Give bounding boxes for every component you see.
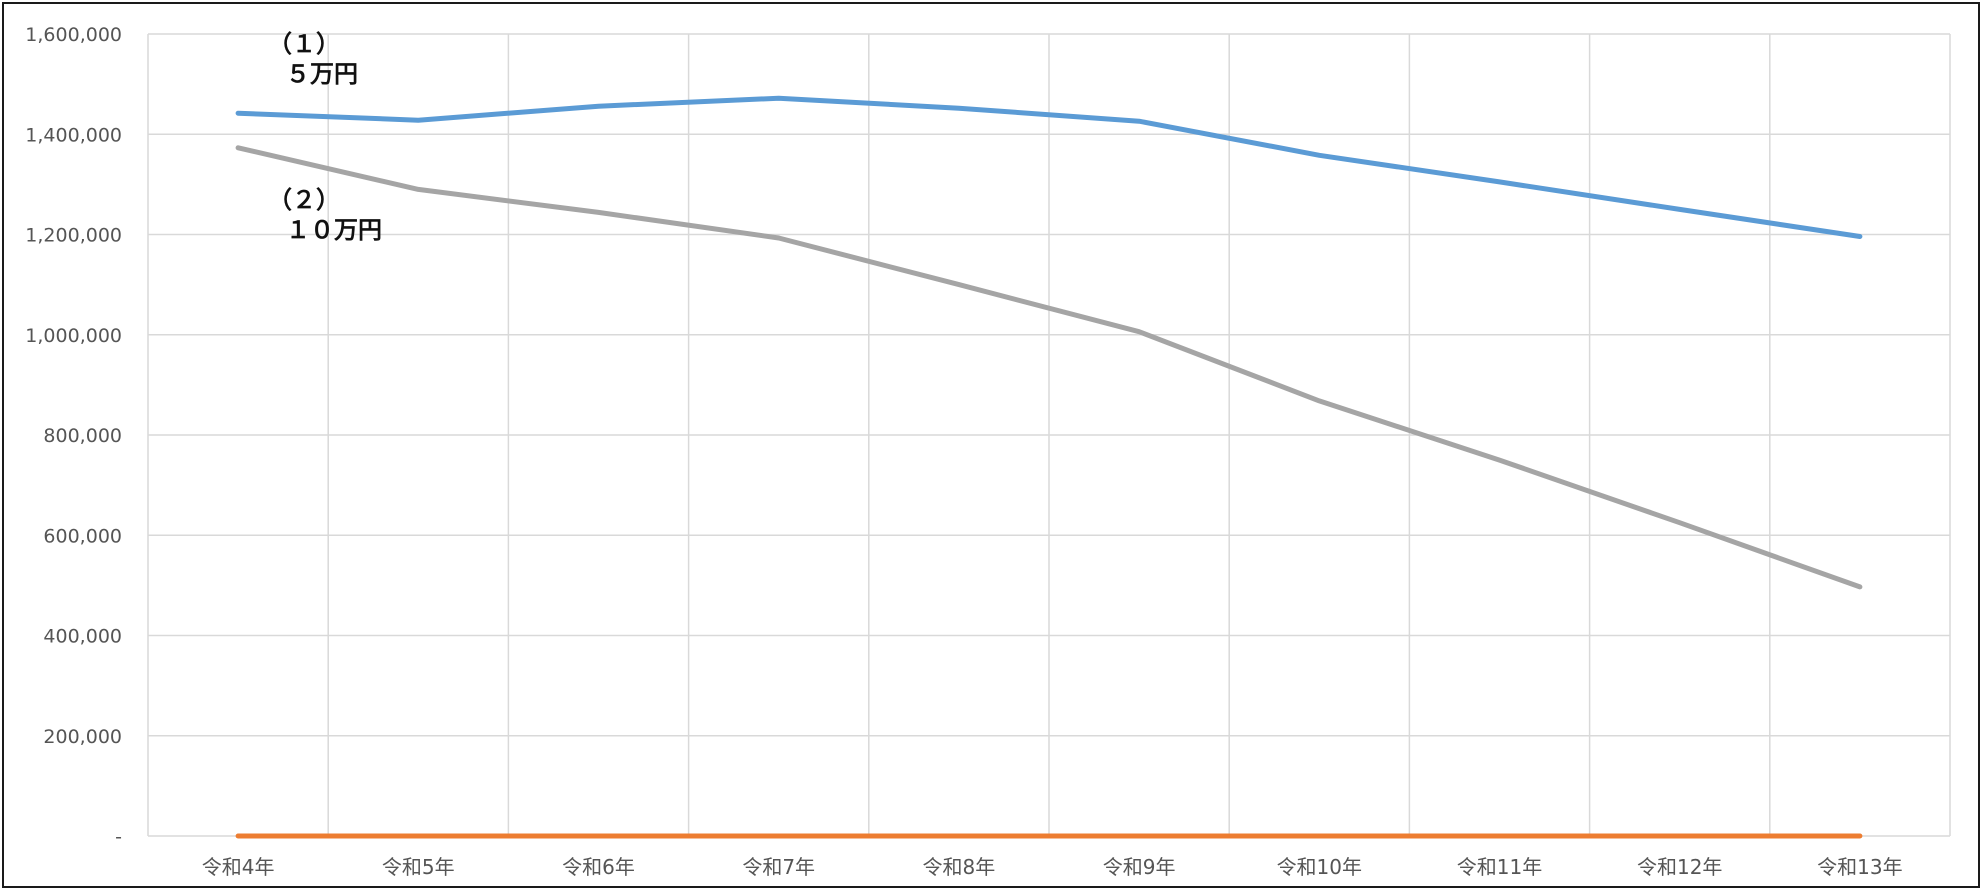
y-tick-label: 800,000 bbox=[43, 425, 122, 447]
y-tick-label: 1,600,000 bbox=[25, 24, 122, 46]
series-line-1 bbox=[235, 95, 1863, 239]
x-tick-label: 令和11年 bbox=[1457, 855, 1542, 879]
annotations: （１） ５万円 （２） １０万円 bbox=[268, 30, 382, 244]
x-tick-label: 令和7年 bbox=[742, 855, 815, 879]
x-tick-label: 令和4年 bbox=[202, 855, 275, 879]
y-tick-label: 600,000 bbox=[43, 525, 122, 547]
y-tick-label: 400,000 bbox=[43, 626, 122, 648]
y-tick-label: 1,400,000 bbox=[25, 124, 122, 146]
x-tick-label: 令和13年 bbox=[1817, 855, 1902, 879]
y-tick-label: - bbox=[115, 826, 122, 848]
grid-lines bbox=[147, 33, 1951, 837]
y-tick-label: 1,200,000 bbox=[25, 225, 122, 247]
annotation-1-line1: （１） bbox=[268, 30, 340, 58]
annotation-1-line2: ５万円 bbox=[286, 60, 358, 88]
y-axis-tick-labels: - 200,000 400,000 600,000 800,000 1,000,000 1,… bbox=[25, 24, 122, 848]
x-tick-label: 令和5年 bbox=[382, 855, 455, 879]
annotation-2-line2: １０万円 bbox=[286, 216, 382, 244]
x-tick-label: 令和10年 bbox=[1277, 855, 1362, 879]
annotation-2-line1: （２） bbox=[268, 186, 340, 214]
x-tick-label: 令和8年 bbox=[923, 855, 996, 879]
y-tick-label: 200,000 bbox=[43, 726, 122, 748]
y-tick-label: 1,000,000 bbox=[25, 325, 122, 347]
x-tick-label: 令和12年 bbox=[1637, 855, 1722, 879]
x-tick-label: 令和9年 bbox=[1103, 855, 1176, 879]
series-line-2 bbox=[235, 145, 1863, 590]
series-lines bbox=[235, 95, 1863, 839]
x-tick-label: 令和6年 bbox=[562, 855, 635, 879]
x-axis-tick-labels: 令和4年 令和5年 令和6年 令和7年 令和8年 令和9年 令和10年 令和11年 令和12年 令… bbox=[202, 855, 1903, 879]
